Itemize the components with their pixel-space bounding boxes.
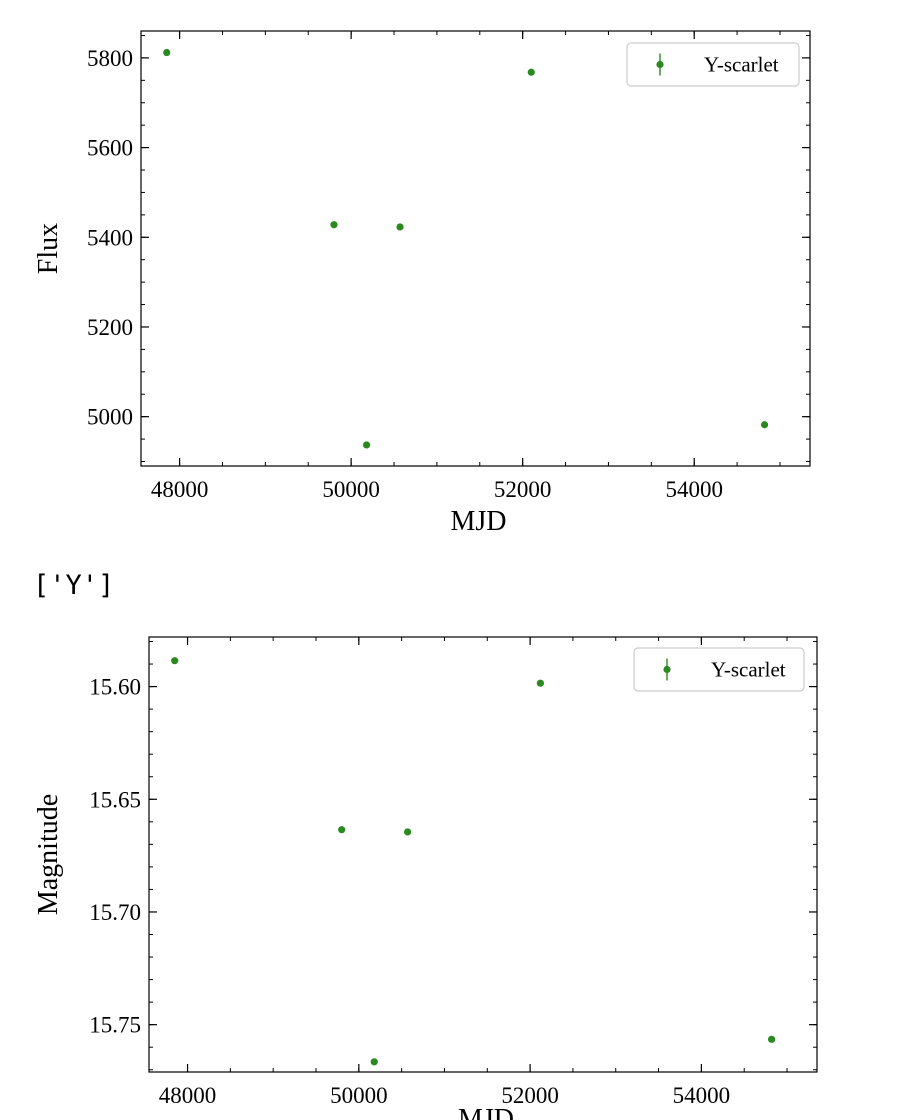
chart-2: 48000 50000 52000 54000 15.60 15.65 15.70 15.75… — [33, 636, 818, 1120]
y-tick-label: 5800 — [87, 46, 133, 71]
y-tick-label: 5200 — [87, 315, 133, 340]
x-tick-label: 54000 — [665, 477, 723, 502]
data-point — [370, 1058, 378, 1066]
x-tick-label: 52000 — [494, 477, 552, 502]
legend-marker — [663, 665, 671, 674]
legend: Y-scarlet — [633, 647, 805, 692]
y-tick-label: 5000 — [87, 405, 133, 430]
legend: Y-scarlet — [626, 42, 800, 87]
data-point — [330, 221, 338, 229]
legend-box — [626, 42, 800, 87]
y-tick-label: 5600 — [87, 136, 133, 161]
y-axis-label: Flux — [33, 223, 64, 274]
chart-1: 48000 50000 52000 54000 5000 5200 5400 5600 5800… — [33, 30, 811, 537]
y-axis-label: Magnitude — [33, 794, 64, 915]
x-tick-label: 48000 — [151, 477, 209, 502]
data-point — [171, 657, 179, 665]
x-tick-label: 48000 — [159, 1083, 217, 1108]
x-axis-label: MJD — [458, 1104, 514, 1120]
data-point — [536, 679, 544, 687]
data-point — [760, 421, 769, 429]
x-tick-label: 52000 — [501, 1083, 559, 1108]
legend-marker — [656, 60, 664, 69]
y-tick-label: 5400 — [87, 225, 133, 250]
x-tick-label: 50000 — [322, 477, 380, 502]
data-point — [396, 223, 404, 231]
plot-frame — [140, 30, 811, 467]
cell-output-text: ['Y'] — [33, 570, 115, 601]
data-point — [768, 1035, 776, 1043]
legend-label: Y-scarlet — [704, 53, 779, 77]
y-tick-label: 15.60 — [89, 675, 141, 700]
legend-box — [633, 647, 805, 692]
data-point — [362, 441, 371, 449]
x-tick-label: 54000 — [673, 1083, 731, 1108]
y-tick-label: 15.65 — [89, 787, 141, 812]
data-point — [527, 68, 535, 76]
x-axis-label: MJD — [450, 506, 506, 537]
data-point — [163, 48, 171, 57]
y-tick-label: 15.70 — [89, 900, 141, 925]
data-point — [404, 828, 412, 836]
plot-frame — [148, 636, 818, 1073]
legend-label: Y-scarlet — [711, 658, 786, 682]
data-point — [338, 826, 346, 834]
x-tick-label: 50000 — [330, 1083, 388, 1108]
y-tick-label: 15.75 — [89, 1013, 141, 1038]
